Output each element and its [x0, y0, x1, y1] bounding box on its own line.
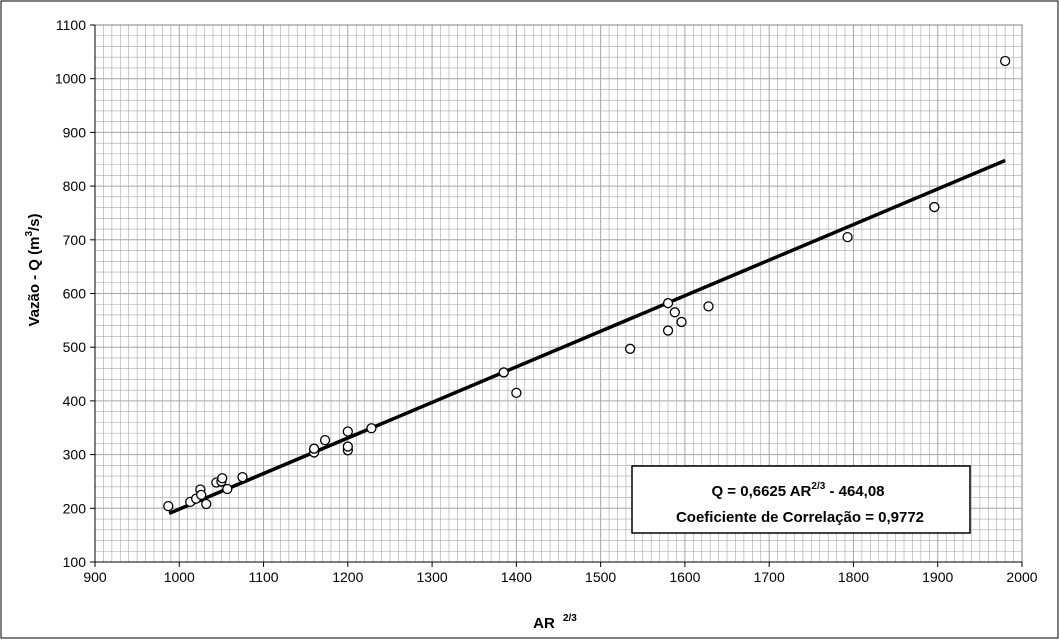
data-point: [342, 441, 353, 452]
y-axis-ticks: 100 200 300 400 500 600 700 800 900 1000 1100: [55, 17, 96, 570]
equation-text: Q = 0,6625 AR2/3 - 464,08: [711, 481, 884, 500]
y-tick-label: 100: [63, 554, 87, 570]
data-point: [676, 316, 687, 328]
equation-superscript: 2/3: [811, 481, 825, 492]
x-tick-label: 2000: [1006, 569, 1037, 585]
data-point: [222, 483, 233, 495]
data-points: [163, 55, 1011, 512]
y-axis-label-main: Vazão - Q (m: [26, 237, 43, 327]
x-axis-label-main: AR: [533, 615, 555, 632]
data-point: [498, 367, 509, 378]
data-point: [308, 443, 320, 454]
data-point: [342, 426, 353, 437]
correlation-text: Coeficiente de Correlação = 0,9772: [676, 509, 924, 526]
data-point: [624, 343, 636, 354]
y-tick-label: 1100: [56, 17, 86, 33]
x-tick-label: 900: [83, 569, 107, 585]
y-tick-label: 800: [63, 178, 87, 194]
x-axis-label-superscript: 2/3: [563, 613, 577, 624]
y-axis-label-superscript: 3: [24, 231, 35, 237]
x-tick-label: 1300: [417, 569, 448, 585]
y-tick-label: 400: [63, 393, 87, 409]
x-tick-label: 1100: [248, 569, 278, 585]
data-point: [669, 307, 680, 318]
data-point: [237, 472, 248, 483]
data-point: [662, 298, 674, 309]
data-point: [217, 473, 228, 484]
equation-box-frame: [631, 465, 971, 534]
x-tick-label: 1500: [585, 569, 616, 585]
equation-main: Q = 0,6625 AR: [711, 483, 811, 500]
x-tick-label: 1600: [669, 569, 700, 585]
x-tick-label: 1900: [922, 569, 953, 585]
data-point: [201, 498, 212, 510]
x-tick-label: 1800: [838, 569, 869, 585]
y-axis-label-end: /s): [26, 213, 43, 231]
data-point: [842, 231, 853, 243]
data-point: [999, 55, 1011, 67]
data-point: [319, 434, 331, 446]
x-axis-label: AR 2/3: [533, 613, 577, 632]
y-tick-label: 300: [63, 447, 87, 463]
regression-line-group: [168, 158, 1006, 516]
data-point: [163, 501, 174, 512]
y-tick-label: 700: [63, 232, 87, 248]
y-tick-label: 900: [63, 124, 87, 140]
y-tick-label: 600: [63, 286, 87, 302]
data-point: [703, 301, 714, 312]
x-tick-label: 1200: [332, 569, 363, 585]
y-tick-label: 200: [63, 500, 87, 516]
data-point: [662, 325, 674, 336]
data-point: [929, 201, 940, 213]
data-point: [366, 423, 377, 434]
equation-end: - 464,08: [825, 483, 884, 500]
equation-box: Q = 0,6625 AR2/3 - 464,08 Coeficiente de…: [631, 465, 971, 534]
data-point: [511, 387, 522, 398]
y-axis-label: Vazão - Q (m3/s): [24, 213, 43, 326]
y-tick-label: 500: [63, 339, 87, 355]
x-tick-label: 1000: [164, 569, 195, 585]
y-tick-label: 1000: [55, 71, 86, 87]
x-tick-label: 1400: [501, 569, 532, 585]
x-tick-label: 1700: [754, 569, 785, 585]
x-axis-ticks: 900 1000 1100 1200 1300 1400 1500 1600 1700 1800 1…: [83, 561, 1038, 585]
data-point: [196, 489, 207, 501]
regression-line: [168, 158, 1006, 516]
